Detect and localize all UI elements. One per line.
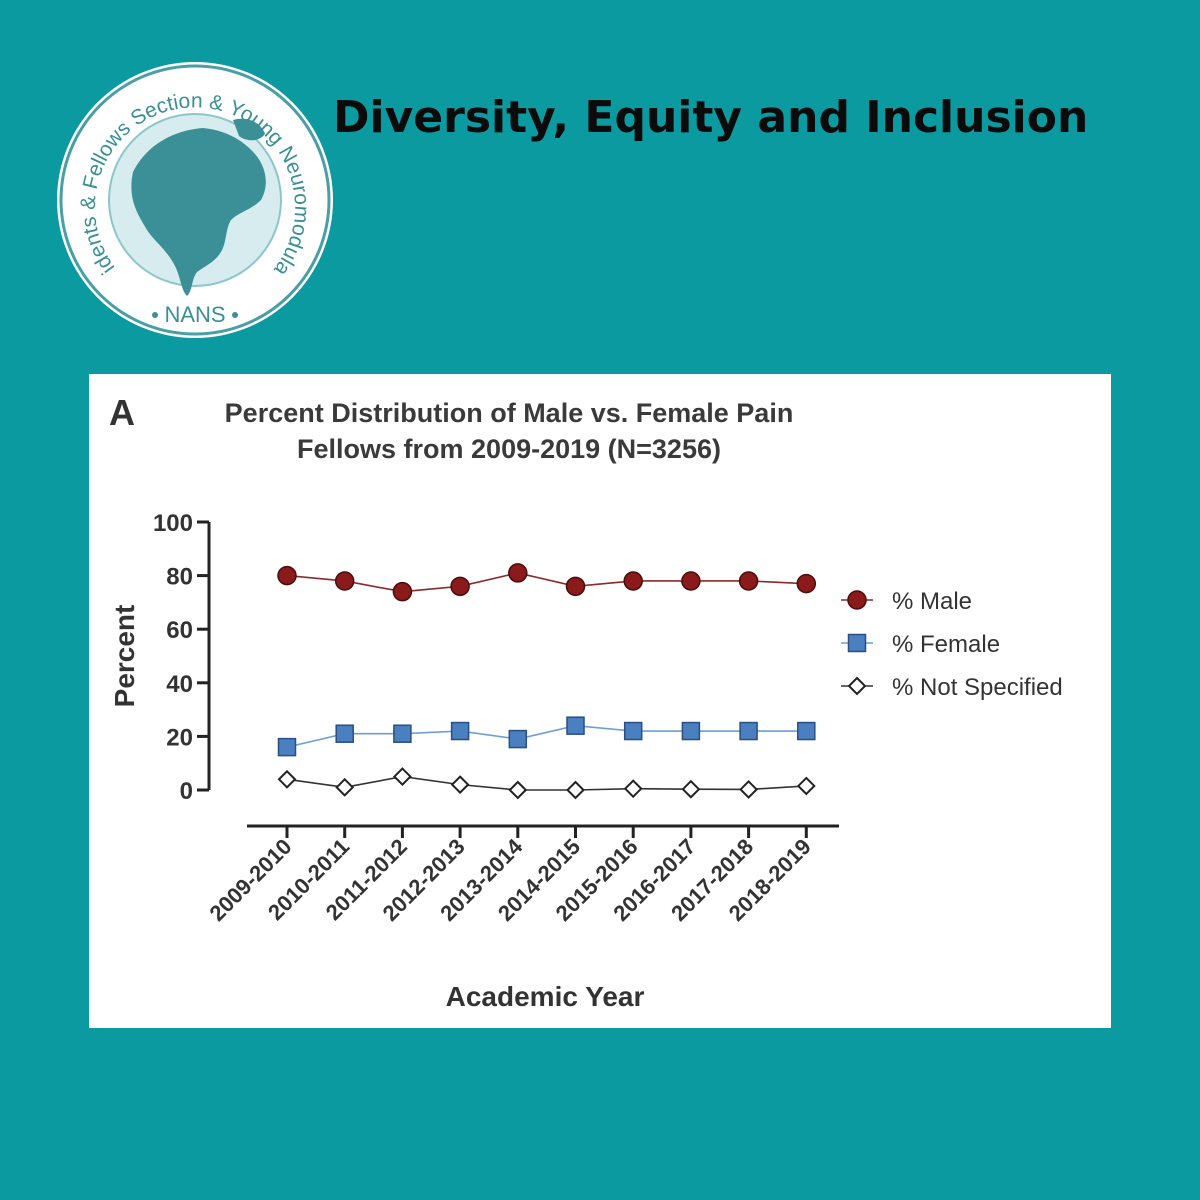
- data-point-2-0: [277, 769, 297, 789]
- data-point-1-3: [450, 721, 470, 741]
- legend-label: % Female: [892, 631, 1000, 658]
- y-tick-label: 0: [180, 778, 193, 805]
- series-line-2: [286, 775, 807, 791]
- data-point-2-8: [739, 780, 759, 799]
- series-line-1: [286, 724, 807, 748]
- data-point-1-9: [797, 721, 816, 741]
- data-point-0-7: [681, 571, 701, 591]
- data-point-2-2: [392, 767, 412, 787]
- data-point-0-6: [623, 571, 643, 591]
- data-point-1-1: [335, 724, 354, 743]
- data-point-2-9: [796, 776, 816, 796]
- y-tick-label: 20: [166, 724, 193, 751]
- greenland-icon: [233, 118, 265, 141]
- data-point-0-0: [277, 565, 297, 586]
- data-point-2-1: [335, 777, 355, 797]
- data-point-2-5: [566, 780, 585, 800]
- panel-letter: A: [109, 392, 135, 433]
- data-point-1-0: [277, 737, 297, 757]
- data-point-1-8: [739, 721, 758, 741]
- chart-title-line2: Fellows from 2009-2019 (N=3256): [297, 434, 721, 464]
- data-point-0-4: [508, 563, 528, 583]
- data-point-0-5: [565, 576, 586, 597]
- y-axis-label: Percent: [109, 605, 140, 708]
- data-point-1-6: [623, 721, 643, 741]
- data-point-1-2: [393, 724, 412, 743]
- data-point-1-5: [566, 716, 585, 735]
- data-point-2-7: [681, 779, 701, 799]
- data-point-0-3: [450, 576, 470, 597]
- nans-logo: Residents & Fellows Section & Young Neur…: [47, 42, 335, 340]
- data-point-2-6: [623, 779, 643, 799]
- data-point-2-4: [508, 780, 528, 800]
- legend-label: % Not Specified: [892, 674, 1063, 701]
- data-point-0-8: [738, 571, 759, 591]
- legend-label: % Male: [892, 588, 972, 615]
- line-chart: 020406080100Percent2009-20102010-2011201…: [109, 510, 1063, 1012]
- chart-figure: A Percent Distribution of Male vs. Femal…: [89, 374, 1111, 1028]
- legend-marker: [847, 590, 867, 610]
- series-line-0: [286, 572, 807, 593]
- page-title: Diversity, Equity and Inclusion: [333, 92, 1089, 143]
- y-tick-label: 60: [166, 617, 193, 644]
- chart-title-line1: Percent Distribution of Male vs. Female …: [224, 398, 794, 428]
- y-tick-label: 80: [166, 564, 193, 591]
- y-tick-label: 40: [166, 671, 193, 698]
- y-tick-label: 100: [153, 510, 193, 537]
- data-point-1-4: [508, 729, 528, 749]
- data-point-2-3: [450, 775, 470, 795]
- data-point-0-2: [392, 581, 413, 602]
- data-point-1-7: [681, 721, 701, 741]
- data-point-0-1: [334, 571, 355, 591]
- data-point-0-9: [796, 573, 817, 594]
- legend-marker: [847, 676, 867, 696]
- logo-ring: [59, 64, 331, 336]
- x-axis-label: Academic Year: [446, 981, 645, 1012]
- legend-marker: [847, 633, 867, 653]
- north-america-icon: [131, 128, 266, 296]
- logo-org-name: NANS: [164, 302, 225, 327]
